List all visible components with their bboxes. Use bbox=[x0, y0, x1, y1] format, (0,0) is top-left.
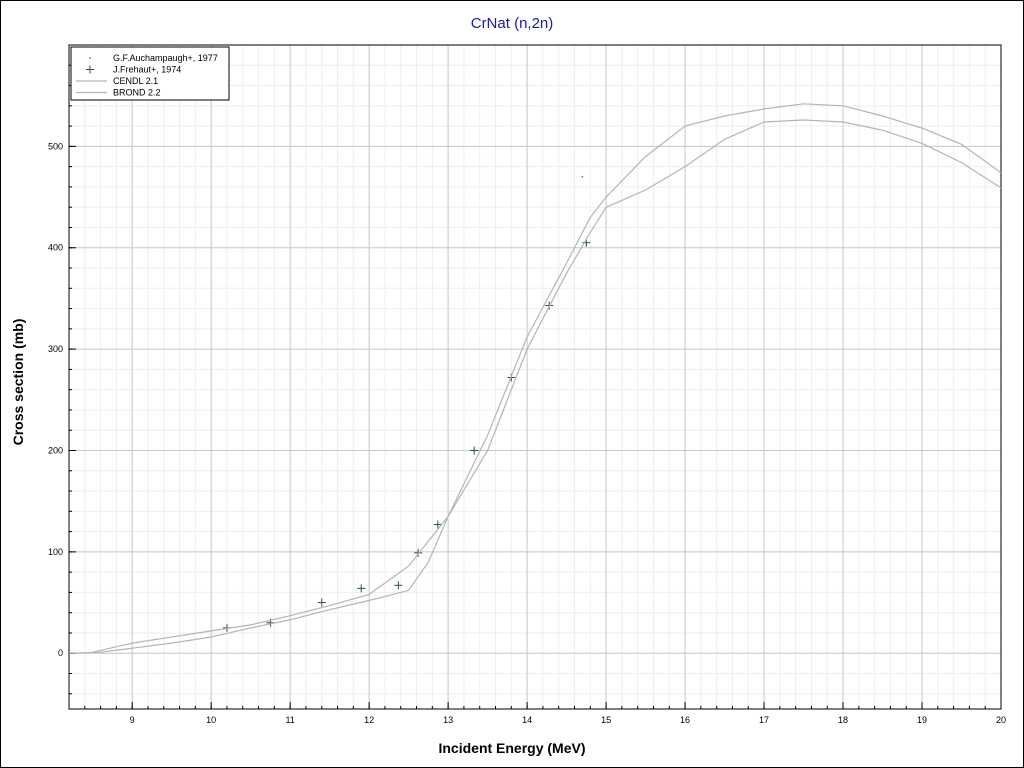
series-line-2 bbox=[92, 103, 1002, 653]
legend-entry-label: BROND 2.2 bbox=[113, 88, 161, 98]
frehaut-data-point bbox=[433, 520, 442, 529]
x-tick-label: 9 bbox=[130, 715, 135, 725]
legend-entry-label: G.F.Auchampaugh+, 1977 bbox=[113, 53, 218, 63]
y-tick-label: 200 bbox=[48, 445, 63, 455]
frehaut-data-point bbox=[470, 446, 479, 455]
y-tick-label: 500 bbox=[48, 141, 63, 151]
series-line-3 bbox=[68, 119, 1002, 654]
legend-box bbox=[70, 46, 230, 101]
x-tick-label: 19 bbox=[917, 715, 927, 725]
chart-title: CrNat (n,2n) bbox=[470, 15, 554, 32]
x-tick-label: 15 bbox=[601, 715, 611, 725]
x-axis-label: Incident Energy (MeV) bbox=[438, 740, 586, 756]
x-tick-label: 18 bbox=[838, 715, 848, 725]
y-tick-label: 100 bbox=[48, 547, 63, 557]
legend-entry-label: J.Frehaut+, 1974 bbox=[113, 65, 181, 75]
legend-dot-marker bbox=[89, 57, 91, 59]
x-tick-label: 10 bbox=[206, 715, 216, 725]
x-tick-label: 13 bbox=[443, 715, 453, 725]
x-tick-label: 16 bbox=[680, 715, 690, 725]
x-tick-label: 11 bbox=[285, 715, 294, 725]
legend-entry-label: CENDL 2.1 bbox=[113, 76, 158, 86]
y-tick-label: 0 bbox=[58, 648, 63, 658]
x-tick-label: 14 bbox=[522, 715, 532, 725]
frehaut-data-point bbox=[394, 581, 403, 590]
x-tick-label: 20 bbox=[996, 715, 1006, 725]
frehaut-data-point bbox=[317, 598, 326, 607]
frehaut-data-point bbox=[357, 584, 366, 593]
x-tick-label: 17 bbox=[759, 715, 769, 725]
x-tick-label: 12 bbox=[364, 715, 374, 725]
y-tick-label: 400 bbox=[48, 243, 63, 253]
y-tick-label: 300 bbox=[48, 344, 63, 354]
frehaut-data-point bbox=[414, 548, 423, 557]
plot-border bbox=[68, 44, 1002, 710]
auchampaugh-data-point bbox=[581, 175, 584, 178]
